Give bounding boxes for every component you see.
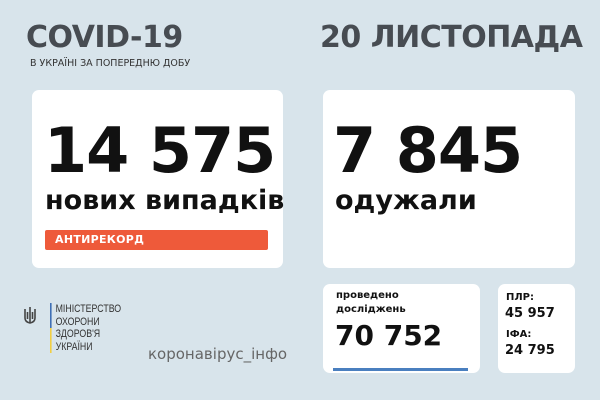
trident-icon [24, 307, 36, 324]
ministry-line: ОХОРОНИ [55, 315, 100, 328]
pcr-label: ПЛР: [506, 292, 535, 303]
ministry-line: ЗДОРОВ'Я [55, 328, 101, 340]
tests-label-2: досліджень [336, 304, 406, 315]
tests-underline [333, 368, 468, 371]
tests-value: 70 752 [335, 319, 443, 352]
pcr-value: 45 957 [505, 306, 555, 321]
ifa-label: ІФА: [506, 329, 532, 340]
date: 20 ЛИСТОПАДА [320, 20, 583, 55]
title: COVID-19 [26, 20, 183, 55]
tests-breakdown-card: ПЛР: 45 957 ІФА: 24 795 [498, 284, 575, 373]
new-cases-label: нових випадків [45, 185, 285, 216]
ifa-value: 24 795 [505, 343, 555, 358]
tests-card: проведено досліджень 70 752 [323, 284, 480, 373]
recovered-label: одужали [335, 185, 477, 216]
recovered-value: 7 845 [333, 114, 523, 187]
ministry-line: МІНІСТЕРСТВО [55, 303, 122, 315]
site-label: коронавірус_інфо [148, 345, 288, 363]
ministry-line: УКРАЇНИ [55, 340, 93, 353]
recovered-card: 7 845 одужали [323, 90, 575, 268]
new-cases-value: 14 575 [44, 114, 276, 187]
record-badge: АНТИРЕКОРД [45, 230, 268, 250]
ministry-logo-text: МІНІСТЕРСТВО ОХОРОНИ ЗДОРОВ'Я УКРАЇНИ [50, 303, 122, 353]
subtitle: В УКРАЇНІ ЗА ПОПЕРЕДНЮ ДОБУ [30, 58, 191, 69]
tests-label-1: проведено [336, 290, 399, 301]
